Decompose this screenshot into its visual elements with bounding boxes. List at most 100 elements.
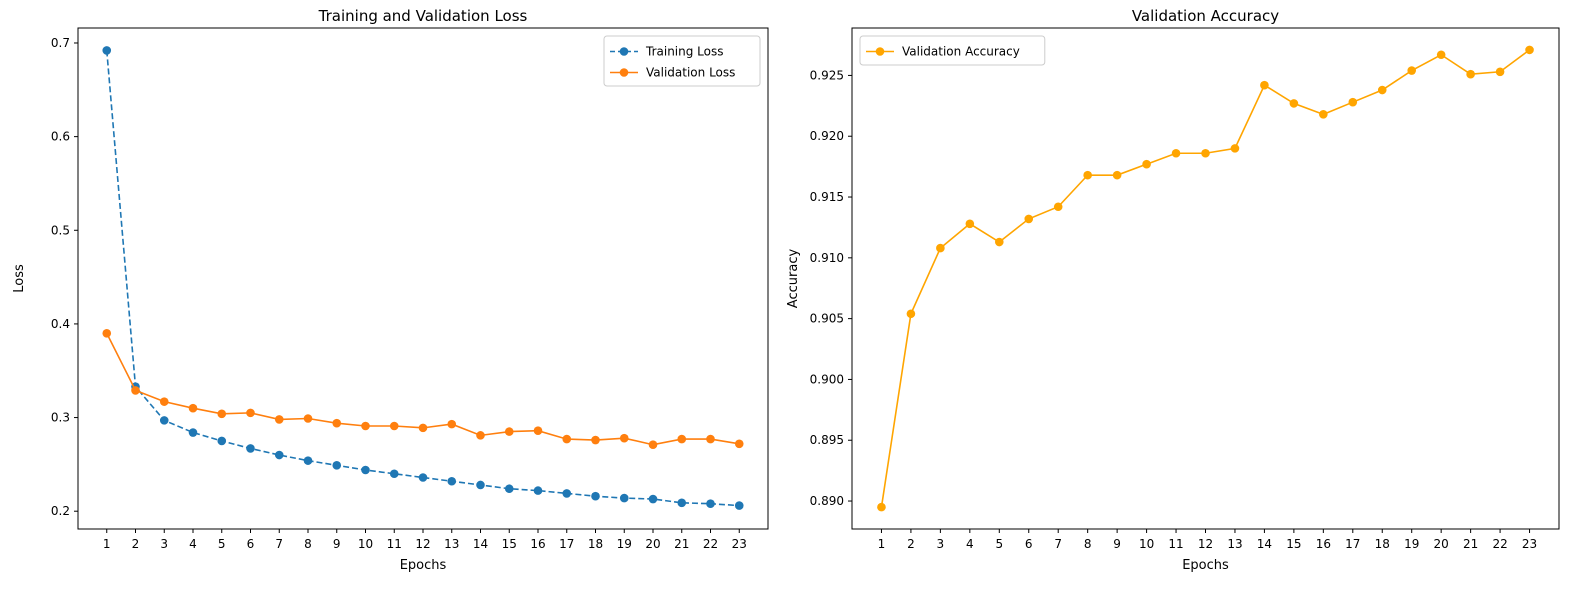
loss-y-axis: 0.2 0.3 0.4 0.5 0.6 0.7 — [51, 36, 78, 518]
training-loss-point-5 — [217, 436, 227, 446]
loss-y-tick-label-2: 0.4 — [51, 317, 70, 331]
validation-accuracy-point-18 — [1377, 85, 1387, 95]
training-loss-legend-label: Training Loss — [645, 45, 723, 59]
loss-x-tick-label-17: 17 — [559, 537, 574, 551]
accuracy-x-tick-label-7: 7 — [1054, 537, 1062, 551]
training-loss-point-11 — [389, 469, 399, 479]
validation-loss-point-14 — [476, 431, 485, 440]
training-loss-point-4 — [188, 428, 198, 437]
accuracy-x-tick-label-3: 3 — [937, 537, 945, 551]
accuracy-x-tick-label-19: 19 — [1404, 537, 1419, 551]
accuracy-y-tick-label-0: 0.890 — [810, 494, 844, 508]
accuracy-x-tick-label-9: 9 — [1113, 537, 1121, 551]
training-loss-point-19 — [619, 493, 629, 503]
validation-loss-point-17 — [562, 434, 572, 444]
validation-loss-point-16 — [533, 426, 543, 435]
loss-legend-box — [603, 35, 761, 87]
loss-y-axis-label: Loss — [12, 264, 27, 293]
loss-x-tick-label-21: 21 — [674, 537, 689, 551]
loss-y-tick-label-1: 0.3 — [51, 411, 70, 425]
loss-x-tick-label-11: 11 — [387, 537, 402, 551]
validation-loss-point-3 — [159, 397, 169, 406]
accuracy-y-tick-label-4: 0.910 — [810, 251, 844, 265]
loss-x-tick-label-6: 6 — [247, 537, 255, 551]
loss-x-axis-label: Epochs — [400, 558, 447, 573]
validation-loss-point-10 — [361, 421, 370, 431]
accuracy-y-tick-label-1: 0.895 — [810, 433, 844, 447]
validation-loss-point-21 — [677, 434, 687, 444]
validation-loss-point-5 — [217, 409, 227, 419]
validation-loss-point-15 — [504, 427, 514, 436]
loss-x-tick-label-18: 18 — [588, 537, 603, 551]
loss-x-axis: 1 2 3 4 5 6 7 8 9 10 11 12 13 14 15 16 17 18 19 20 21 22 23 — [103, 529, 747, 551]
loss-x-tick-label-19: 19 — [617, 537, 632, 551]
validation-accuracy-point-2 — [906, 309, 916, 319]
loss-x-tick-label-23: 23 — [732, 537, 747, 551]
loss-x-tick-label-5: 5 — [218, 537, 226, 551]
validation-loss-legend-marker — [619, 68, 629, 77]
validation-loss-point-4 — [188, 403, 198, 413]
loss-x-tick-label-12: 12 — [415, 537, 430, 551]
training-loss-point-23 — [734, 501, 744, 510]
accuracy-x-tick-label-11: 11 — [1168, 537, 1183, 551]
accuracy-y-tick-label-3: 0.905 — [810, 312, 844, 326]
validation-loss-point-2 — [131, 386, 140, 395]
validation-loss-point-1 — [102, 328, 112, 338]
validation-accuracy-point-10 — [1142, 159, 1151, 169]
training-loss-point-10 — [361, 465, 370, 475]
training-loss-point-22 — [706, 499, 715, 509]
loss-plot-area — [77, 27, 769, 530]
accuracy-x-tick-label-5: 5 — [995, 537, 1003, 551]
training-loss-point-16 — [533, 486, 543, 495]
loss-y-tick-label-4: 0.6 — [51, 130, 70, 144]
training-loss-point-17 — [562, 489, 572, 498]
accuracy-x-tick-label-2: 2 — [907, 537, 915, 551]
validation-accuracy-point-12 — [1201, 148, 1210, 158]
validation-accuracy-point-9 — [1112, 170, 1122, 180]
loss-chart-panel: 1 2 3 4 5 6 7 8 9 10 11 12 13 14 15 16 17 18 19 20 21 22 23 0.… — [12, 7, 769, 573]
validation-accuracy-point-21 — [1466, 69, 1475, 79]
accuracy-x-axis-label: Epochs — [1182, 558, 1229, 573]
validation-loss-point-11 — [389, 421, 399, 431]
loss-x-tick-label-13: 13 — [444, 537, 459, 551]
loss-x-tick-label-1: 1 — [103, 537, 111, 551]
validation-loss-point-13 — [447, 419, 457, 429]
loss-series-layer — [102, 46, 744, 510]
accuracy-plot-area — [851, 27, 1560, 530]
loss-x-tick-label-2: 2 — [132, 537, 140, 551]
validation-accuracy-point-13 — [1230, 144, 1240, 153]
accuracy-y-tick-label-5: 0.915 — [810, 190, 844, 204]
training-loss-point-3 — [159, 416, 169, 425]
training-loss-legend-marker — [619, 47, 629, 56]
training-loss-point-12 — [418, 473, 428, 482]
accuracy-x-tick-label-1: 1 — [878, 537, 886, 551]
validation-accuracy-line — [880, 49, 1531, 508]
validation-loss-point-7 — [274, 415, 284, 424]
loss-x-tick-label-14: 14 — [473, 537, 488, 551]
training-loss-point-1 — [102, 46, 112, 55]
loss-x-tick-label-10: 10 — [358, 537, 373, 551]
training-loss-line — [105, 50, 740, 507]
validation-accuracy-point-17 — [1348, 97, 1358, 107]
validation-accuracy-point-7 — [1053, 202, 1063, 212]
accuracy-x-tick-label-23: 23 — [1522, 537, 1537, 551]
validation-loss-point-18 — [591, 435, 600, 445]
validation-accuracy-point-15 — [1289, 99, 1299, 108]
accuracy-x-tick-label-4: 4 — [966, 537, 974, 551]
validation-loss-point-8 — [303, 414, 313, 423]
training-loss-point-7 — [274, 450, 284, 460]
training-loss-point-21 — [677, 498, 687, 508]
validation-accuracy-point-8 — [1083, 170, 1092, 180]
accuracy-x-tick-label-13: 13 — [1227, 537, 1242, 551]
accuracy-x-tick-label-18: 18 — [1375, 537, 1390, 551]
loss-x-tick-label-4: 4 — [189, 537, 197, 551]
training-loss-point-14 — [476, 480, 485, 490]
loss-x-tick-label-7: 7 — [275, 537, 283, 551]
accuracy-x-tick-label-15: 15 — [1286, 537, 1301, 551]
validation-accuracy-point-3 — [936, 243, 945, 253]
validation-loss-point-23 — [734, 439, 744, 449]
accuracy-x-tick-label-16: 16 — [1316, 537, 1331, 551]
validation-accuracy-point-1 — [877, 502, 886, 512]
validation-accuracy-point-14 — [1260, 80, 1269, 90]
